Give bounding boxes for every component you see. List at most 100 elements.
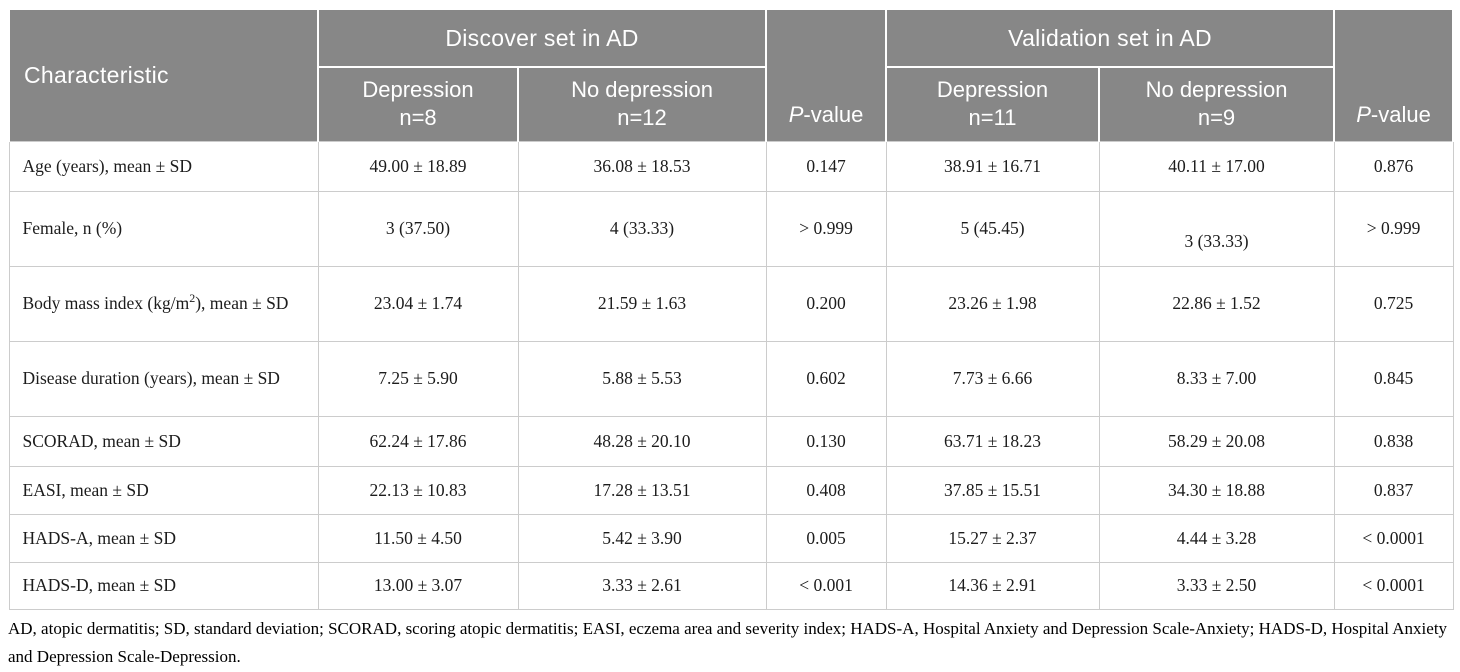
cell-value: 34.30 ± 18.88 — [1098, 465, 1335, 515]
characteristics-table: Characteristic Discover set in AD P-valu… — [8, 8, 1455, 610]
cell-value: 4.44 ± 3.28 — [1098, 513, 1335, 563]
cell-value-text: 0.408 — [806, 479, 846, 500]
cell-value: 37.85 ± 15.51 — [885, 465, 1100, 515]
table-row: Body mass index (kg/m2), mean ± SD 23.04 … — [8, 265, 1454, 342]
col-group-validation-set: Validation set in AD — [885, 8, 1336, 68]
subheader-line1: Depression — [936, 77, 1049, 103]
cell-value: 13.00 ± 3.07 — [317, 561, 519, 610]
row-label: Body mass index (kg/m2), mean ± SD — [8, 265, 319, 342]
cell-value-text: 11.50 ± 4.50 — [374, 527, 462, 548]
cell-value-text: 13.00 ± 3.07 — [373, 575, 463, 595]
cell-value: 48.28 ± 20.10 — [517, 415, 767, 467]
subheader-line2: n=11 — [968, 105, 1017, 131]
cell-value-text: > 0.999 — [1366, 218, 1421, 238]
subheader-line1: No depression — [571, 77, 713, 103]
row-label: Age (years), mean ± SD — [8, 140, 319, 192]
table-row: Female, n (%) 3 (37.50) 4 (33.33) > 0.999 5 … — [8, 190, 1454, 267]
cell-value-text: 49.00 ± 18.89 — [369, 155, 467, 176]
cell-value-text: 0.602 — [806, 368, 846, 388]
cell-value: 0.845 — [1333, 340, 1454, 417]
row-label-text: Age (years), mean ± SD — [22, 155, 192, 176]
cell-value: 7.73 ± 6.66 — [885, 340, 1100, 417]
pvalue-italic-p: P — [788, 101, 804, 127]
pvalue-rest: -value — [803, 101, 864, 127]
cell-value: 0.837 — [1333, 465, 1454, 515]
cell-value-text: 0.876 — [1373, 155, 1414, 176]
cell-value: 23.26 ± 1.98 — [885, 265, 1100, 342]
header-group-row: Characteristic Discover set in AD P-valu… — [8, 8, 1455, 142]
cell-value: 5.42 ± 3.90 — [517, 513, 767, 563]
col-header-pvalue-discover: P-value — [765, 8, 888, 142]
cell-value-text: 23.26 ± 1.98 — [948, 293, 1037, 313]
subheader-line2: n=9 — [1197, 105, 1236, 131]
cell-value: 5 (45.45) — [885, 190, 1100, 267]
cell-value-text: 15.27 ± 2.37 — [948, 527, 1037, 548]
cell-value: 22.13 ± 10.83 — [317, 465, 519, 515]
cell-value-text: 0.130 — [806, 430, 846, 451]
table-row: EASI, mean ± SD 22.13 ± 10.83 17.28 ± 13.5… — [8, 465, 1454, 515]
cell-value-text: 5.88 ± 5.53 — [602, 368, 682, 388]
cell-value: 0.876 — [1333, 140, 1454, 192]
table-footnote: AD, atopic dermatitis; SD, standard devi… — [8, 618, 1448, 666]
cell-value: 0.005 — [765, 513, 887, 563]
cell-value: 0.130 — [765, 415, 887, 467]
cell-value: 3.33 ± 2.61 — [517, 561, 767, 610]
cell-value: 36.08 ± 18.53 — [517, 140, 767, 192]
cell-value-text: 4 (33.33) — [609, 218, 675, 238]
table-row: Disease duration (years), mean ± SD 7.25 … — [8, 340, 1454, 417]
table-header: Characteristic Discover set in AD P-valu… — [8, 8, 1455, 142]
row-label-text: HADS-D, mean ± SD — [22, 575, 176, 595]
subheader-line2: n=12 — [617, 105, 667, 131]
row-label: EASI, mean ± SD — [8, 465, 319, 515]
row-label-text: SCORAD, mean ± SD — [22, 430, 181, 451]
cell-value-text: < 0.0001 — [1362, 527, 1425, 548]
cell-value: 0.147 — [765, 140, 887, 192]
cell-value-text: > 0.999 — [799, 218, 853, 238]
table-row: HADS-D, mean ± SD 13.00 ± 3.07 3.33 ± 2.61… — [8, 561, 1454, 610]
cell-value-text: 17.28 ± 13.51 — [593, 479, 691, 500]
cell-value: 63.71 ± 18.23 — [885, 415, 1100, 467]
row-label-superscript: 2 — [189, 291, 196, 306]
cell-value: 62.24 ± 17.86 — [317, 415, 519, 467]
row-label-text: Body mass index (kg/m — [22, 293, 190, 313]
cell-value-text: 23.04 ± 1.74 — [373, 293, 463, 313]
cell-value: 11.50 ± 4.50 — [317, 513, 519, 563]
cell-value: 38.91 ± 16.71 — [885, 140, 1100, 192]
cell-value: 5.88 ± 5.53 — [517, 340, 767, 417]
table-row: SCORAD, mean ± SD 62.24 ± 17.86 48.28 ± 20… — [8, 415, 1454, 467]
subheader-line1: Depression — [362, 77, 474, 103]
cell-value-text: 38.91 ± 16.71 — [943, 155, 1042, 176]
cell-value-text: 5 (45.45) — [960, 218, 1025, 238]
col-header-characteristic: Characteristic — [8, 8, 319, 142]
cell-value-text: 0.845 — [1373, 368, 1414, 388]
row-label: HADS-D, mean ± SD — [8, 561, 319, 610]
cell-value-text: 58.29 ± 20.08 — [1167, 430, 1266, 451]
cell-value-text: 8.33 ± 7.00 — [1176, 368, 1257, 388]
cell-value: > 0.999 — [1333, 190, 1454, 267]
col-header-depression-discover: Depression n=8 — [317, 66, 519, 142]
row-label: HADS-A, mean ± SD — [8, 513, 319, 563]
row-label-text: HADS-A, mean ± SD — [22, 527, 176, 548]
row-label: Female, n (%) — [8, 190, 319, 267]
cell-value-text: 3.33 ± 2.61 — [602, 575, 682, 595]
cell-value: 49.00 ± 18.89 — [317, 140, 519, 192]
cell-value-text: 37.85 ± 15.51 — [943, 479, 1042, 500]
cell-value-text: 7.25 ± 5.90 — [378, 368, 458, 388]
cell-value-text: 63.71 ± 18.23 — [943, 430, 1042, 451]
cell-value-text: 22.86 ± 1.52 — [1172, 293, 1261, 313]
cell-value-text: 21.59 ± 1.63 — [597, 293, 687, 313]
cell-value: 8.33 ± 7.00 — [1098, 340, 1335, 417]
cell-value: 23.04 ± 1.74 — [317, 265, 519, 342]
cell-value: 3 (33.33) — [1098, 190, 1335, 267]
cell-value-text: 48.28 ± 20.10 — [593, 430, 691, 451]
cell-value: 0.602 — [765, 340, 887, 417]
cell-value-text: 3 (37.50) — [385, 218, 451, 238]
cell-value-text: 14.36 ± 2.91 — [948, 575, 1037, 595]
cell-value-text: 4.44 ± 3.28 — [1176, 527, 1257, 548]
cell-value: 3.33 ± 2.50 — [1098, 561, 1335, 610]
cell-value: > 0.999 — [765, 190, 887, 267]
cell-value: 0.725 — [1333, 265, 1454, 342]
cell-value: < 0.001 — [765, 561, 887, 610]
row-label: SCORAD, mean ± SD — [8, 415, 319, 467]
